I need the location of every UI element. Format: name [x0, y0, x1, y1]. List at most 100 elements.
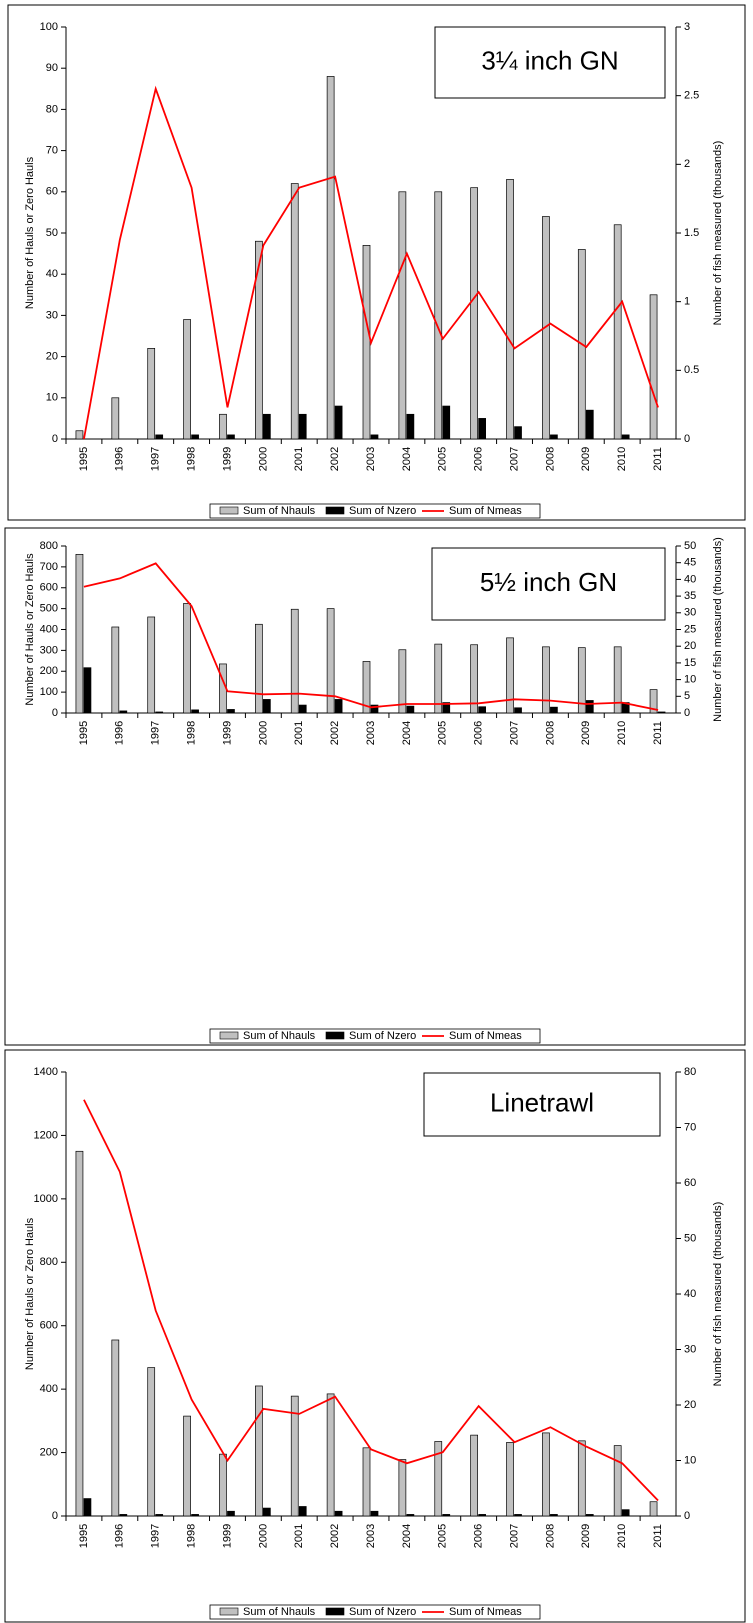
- bar: [75, 430, 84, 440]
- bar: [111, 626, 120, 714]
- y2-tick-label: 2.5: [684, 90, 699, 102]
- bar: [290, 183, 299, 440]
- bar: [442, 1514, 451, 1517]
- x-tick-label: 2006: [473, 721, 485, 745]
- bar: [298, 704, 307, 714]
- y2-axis-label: Number of fish measured (thousands): [712, 1202, 724, 1387]
- bar: [470, 1434, 478, 1517]
- y-tick-label: 1400: [34, 1066, 58, 1078]
- x-tick-label: 1996: [114, 721, 126, 745]
- bar: [370, 434, 379, 440]
- bar: [577, 1440, 586, 1517]
- y-tick-label: 0: [52, 1510, 58, 1522]
- y-tick-label: 0: [52, 433, 58, 445]
- bar: [191, 1514, 199, 1517]
- line-series: [83, 1099, 659, 1502]
- y2-tick-label: 3: [684, 21, 690, 33]
- y-tick-label: 400: [40, 1383, 58, 1395]
- y2-tick-label: 25: [684, 623, 696, 635]
- y2-tick-label: 10: [684, 1454, 696, 1466]
- bar: [83, 1498, 92, 1517]
- x-tick-label: 1998: [185, 447, 197, 471]
- bar: [155, 1514, 164, 1517]
- x-tick-label: 2004: [401, 721, 413, 745]
- x-tick-label: 2008: [544, 721, 556, 745]
- y-tick-label: 10: [46, 392, 58, 404]
- bar: [191, 434, 199, 440]
- x-tick-label: 2009: [580, 721, 592, 745]
- bar: [111, 397, 120, 440]
- y-axis-label: Number of Hauls or Zero Hauls: [24, 156, 36, 309]
- x-tick-label: 2001: [293, 721, 305, 745]
- bar: [442, 702, 451, 714]
- y2-tick-label: 15: [684, 657, 696, 669]
- bar: [470, 187, 478, 440]
- y2-tick-label: 80: [684, 1066, 696, 1078]
- bar: [227, 709, 235, 714]
- y-tick-label: 90: [46, 62, 58, 74]
- bar: [398, 649, 407, 714]
- bar: [298, 1506, 307, 1517]
- y2-tick-label: 0: [684, 433, 690, 445]
- y2-tick-label: 45: [684, 557, 696, 569]
- y-tick-label: 300: [40, 644, 58, 656]
- legend-label: Sum of Nzero: [349, 505, 416, 517]
- y-tick-label: 20: [46, 351, 58, 363]
- y-tick-label: 80: [46, 103, 58, 115]
- x-tick-label: 1999: [221, 1524, 233, 1548]
- x-tick-label: 1996: [114, 447, 126, 471]
- line-series: [83, 85, 659, 440]
- x-tick-label: 2002: [329, 721, 341, 745]
- x-tick-label: 2007: [508, 447, 520, 471]
- bar: [649, 689, 658, 714]
- bar: [75, 553, 84, 714]
- bar: [434, 1441, 443, 1517]
- panel-border: [4, 527, 746, 1046]
- x-tick-label: 2009: [580, 447, 592, 471]
- bar: [227, 1510, 235, 1517]
- panel-border: [4, 1049, 746, 1623]
- y2-tick-label: 60: [684, 1177, 696, 1189]
- bar: [506, 637, 514, 714]
- legend-label: Sum of Nzero: [349, 1030, 416, 1042]
- y2-tick-label: 20: [684, 1399, 696, 1411]
- y2-tick-label: 0: [684, 1510, 690, 1522]
- line-series: [83, 562, 659, 711]
- legend-label: Sum of Nmeas: [449, 1030, 522, 1042]
- y2-tick-label: 1: [684, 296, 690, 308]
- y-tick-label: 1200: [34, 1129, 58, 1141]
- y-axis-label: Number of Hauls or Zero Hauls: [24, 1217, 36, 1370]
- bar: [326, 1393, 335, 1517]
- bar: [506, 179, 514, 440]
- bar: [621, 1509, 630, 1517]
- x-tick-label: 2010: [616, 721, 628, 745]
- x-tick-label: 1998: [185, 721, 197, 745]
- bar: [585, 1514, 594, 1517]
- bar: [542, 1432, 550, 1517]
- bar: [657, 711, 666, 714]
- y-tick-label: 600: [40, 582, 58, 594]
- bar: [147, 616, 156, 714]
- x-tick-label: 2008: [544, 447, 556, 471]
- y2-tick-label: 30: [684, 607, 696, 619]
- bar: [370, 704, 379, 714]
- bar: [155, 711, 164, 714]
- bar: [111, 1339, 120, 1517]
- y-tick-label: 400: [40, 623, 58, 635]
- y2-tick-label: 10: [684, 674, 696, 686]
- y-tick-label: 0: [52, 707, 58, 719]
- y-tick-label: 700: [40, 561, 58, 573]
- x-tick-label: 2007: [508, 1524, 520, 1548]
- bar: [83, 667, 92, 714]
- legend-box: [209, 1028, 541, 1044]
- y2-tick-label: 0.5: [684, 364, 699, 376]
- bar: [585, 409, 594, 440]
- x-tick-label: 2008: [544, 1524, 556, 1548]
- bar: [585, 700, 594, 714]
- y-tick-label: 200: [40, 665, 58, 677]
- x-tick-label: 1997: [150, 447, 162, 471]
- x-tick-label: 2003: [365, 447, 377, 471]
- bar: [514, 1514, 522, 1517]
- y-tick-label: 800: [40, 540, 58, 552]
- x-tick-label: 1995: [78, 721, 90, 745]
